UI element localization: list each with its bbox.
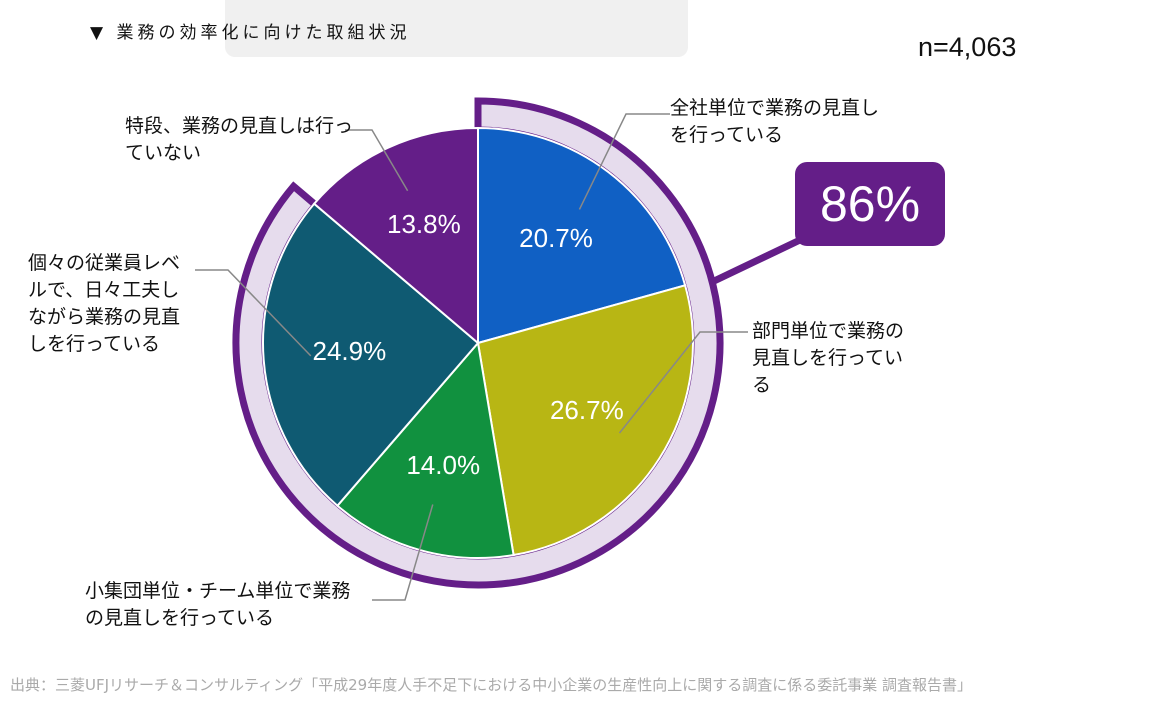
chart-title: ▼ 業務の効率化に向けた取組状況 <box>90 23 411 43</box>
leader-line <box>372 504 434 601</box>
category-label: 個々の従業員レベルで、日々工夫しながら業務の見直しを行っている <box>28 252 181 355</box>
leader-line <box>195 269 312 357</box>
category-label: 部門単位で業務の見直しを行っている <box>752 320 905 396</box>
source: 出典：三菱UFJリサーチ＆コンサルティング「平成29年度人手不足下における中小企… <box>10 676 972 694</box>
pie-slice <box>476 284 694 557</box>
pie-slice <box>477 126 687 345</box>
callout-pointer <box>710 236 802 286</box>
value-label: 20.7% <box>519 223 593 253</box>
leader-line <box>345 129 409 192</box>
category-label: 小集団単位・チーム単位で業務の見直しを行っている <box>85 580 351 629</box>
sample-size: n=4,063 <box>918 32 1017 62</box>
callout: 86% <box>795 162 945 246</box>
leader-line <box>618 331 748 434</box>
value-label: 26.7% <box>550 395 624 425</box>
pie-slice <box>262 202 480 508</box>
leader-line <box>578 113 670 210</box>
category-label: 全社単位で業務の見直しを行っている <box>670 97 880 146</box>
pie-slice <box>312 126 479 346</box>
value-label: 14.0% <box>406 450 480 480</box>
value-label: 13.8% <box>387 209 461 239</box>
title-background <box>225 0 688 57</box>
value-label: 24.9% <box>313 336 387 366</box>
category-label: 特段、業務の見直しは行っていない <box>125 115 354 164</box>
